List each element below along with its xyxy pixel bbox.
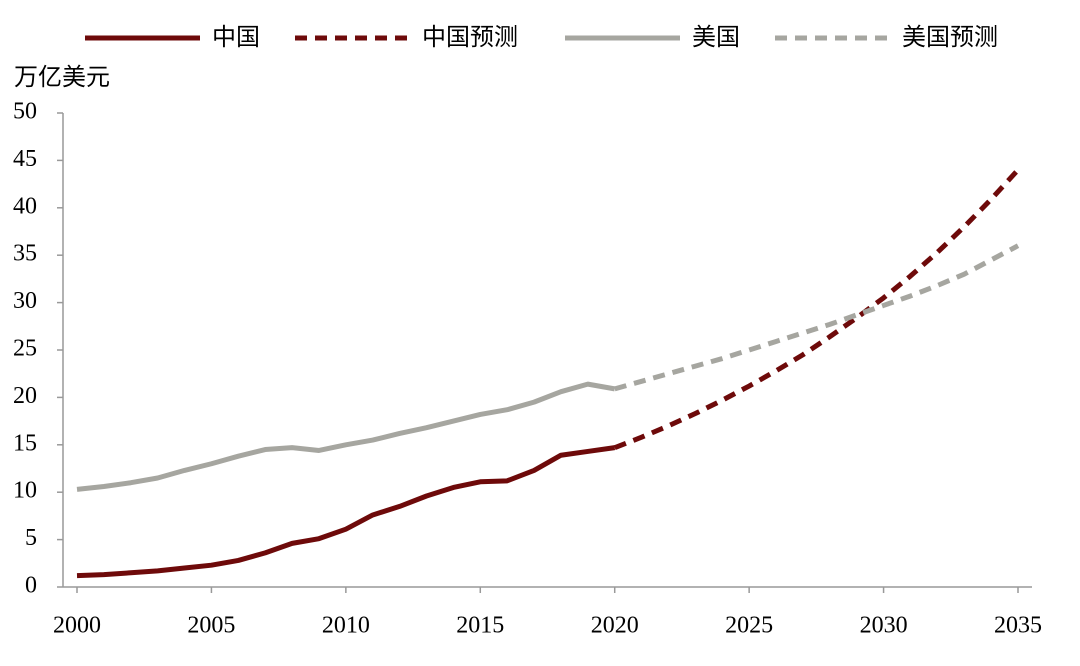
x-tick-label: 2005	[187, 613, 235, 639]
y-tick-label: 20	[13, 383, 37, 409]
legend-label: 美国预测	[902, 23, 998, 51]
y-tick-label: 5	[25, 525, 37, 551]
y-tick-label: 15	[13, 430, 37, 456]
x-tick-label: 2000	[53, 613, 101, 639]
y-tick-label: 35	[13, 241, 37, 267]
y-axis-label: 万亿美元	[14, 63, 110, 91]
y-tick-label: 0	[25, 573, 37, 599]
legend-label: 美国	[692, 23, 740, 51]
line-series	[76, 445, 616, 579]
legend-label: 中国	[212, 23, 260, 51]
x-tick-label: 2020	[591, 613, 639, 639]
x-tick-label: 2015	[456, 613, 504, 639]
y-tick-label: 40	[13, 193, 37, 219]
line-series	[613, 168, 1020, 450]
y-tick-label: 25	[13, 336, 37, 362]
x-tick-label: 2035	[994, 613, 1042, 639]
legend-label: 中国预测	[422, 23, 518, 51]
y-tick-label: 45	[13, 146, 37, 172]
y-tick-label: 50	[13, 99, 37, 125]
line-series	[614, 243, 1020, 392]
x-tick-label: 2010	[322, 613, 370, 639]
line-series	[76, 381, 616, 492]
x-tick-label: 2025	[725, 613, 773, 639]
x-tick-label: 2030	[860, 613, 908, 639]
y-tick-label: 30	[13, 288, 37, 314]
y-tick-label: 10	[13, 478, 37, 504]
